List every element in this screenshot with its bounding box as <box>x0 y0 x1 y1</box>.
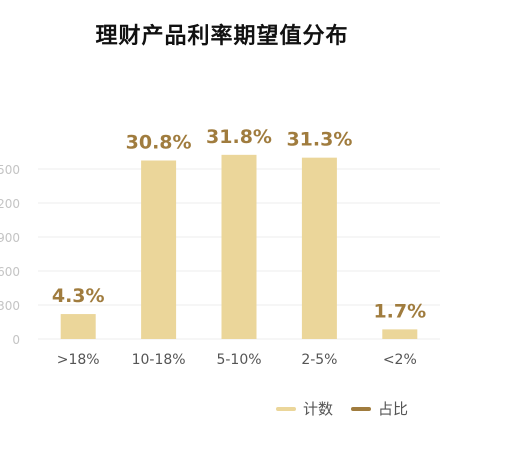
y-tick-label: 0 <box>12 333 20 347</box>
data-label: 31.3% <box>286 129 352 151</box>
legend-item-count[interactable]: 计数 <box>276 398 333 419</box>
data-label: 4.3% <box>52 285 105 307</box>
chart-title: 理财产品利率期望值分布 <box>95 24 349 49</box>
legend-label-ratio: 占比 <box>378 400 409 418</box>
bar <box>141 160 177 339</box>
legend-item-ratio[interactable]: 占比 <box>351 398 408 419</box>
x-tick-label: <2% <box>383 352 417 368</box>
legend: 计数 占比 <box>276 398 408 419</box>
x-tick-label: 10-18% <box>132 352 186 368</box>
bar <box>301 157 337 339</box>
legend-swatch-count <box>276 406 296 411</box>
bar <box>382 329 418 339</box>
y-tick-label: 1500 <box>0 163 20 177</box>
y-tick-label: 300 <box>0 299 20 313</box>
x-tick-label: 5-10% <box>216 352 261 368</box>
x-tick-label: >18% <box>57 352 100 368</box>
y-tick-label: 600 <box>0 265 20 279</box>
bar <box>221 154 257 339</box>
y-tick-label: 900 <box>0 231 20 245</box>
y-tick-label: 1200 <box>0 197 20 211</box>
data-label: 30.8% <box>126 132 192 154</box>
x-tick-label: 2-5% <box>301 352 337 368</box>
legend-swatch-ratio <box>351 406 372 411</box>
legend-label-count: 计数 <box>303 400 334 418</box>
bar <box>60 314 96 339</box>
data-label: 1.7% <box>373 300 426 322</box>
data-label: 31.8% <box>206 126 272 148</box>
